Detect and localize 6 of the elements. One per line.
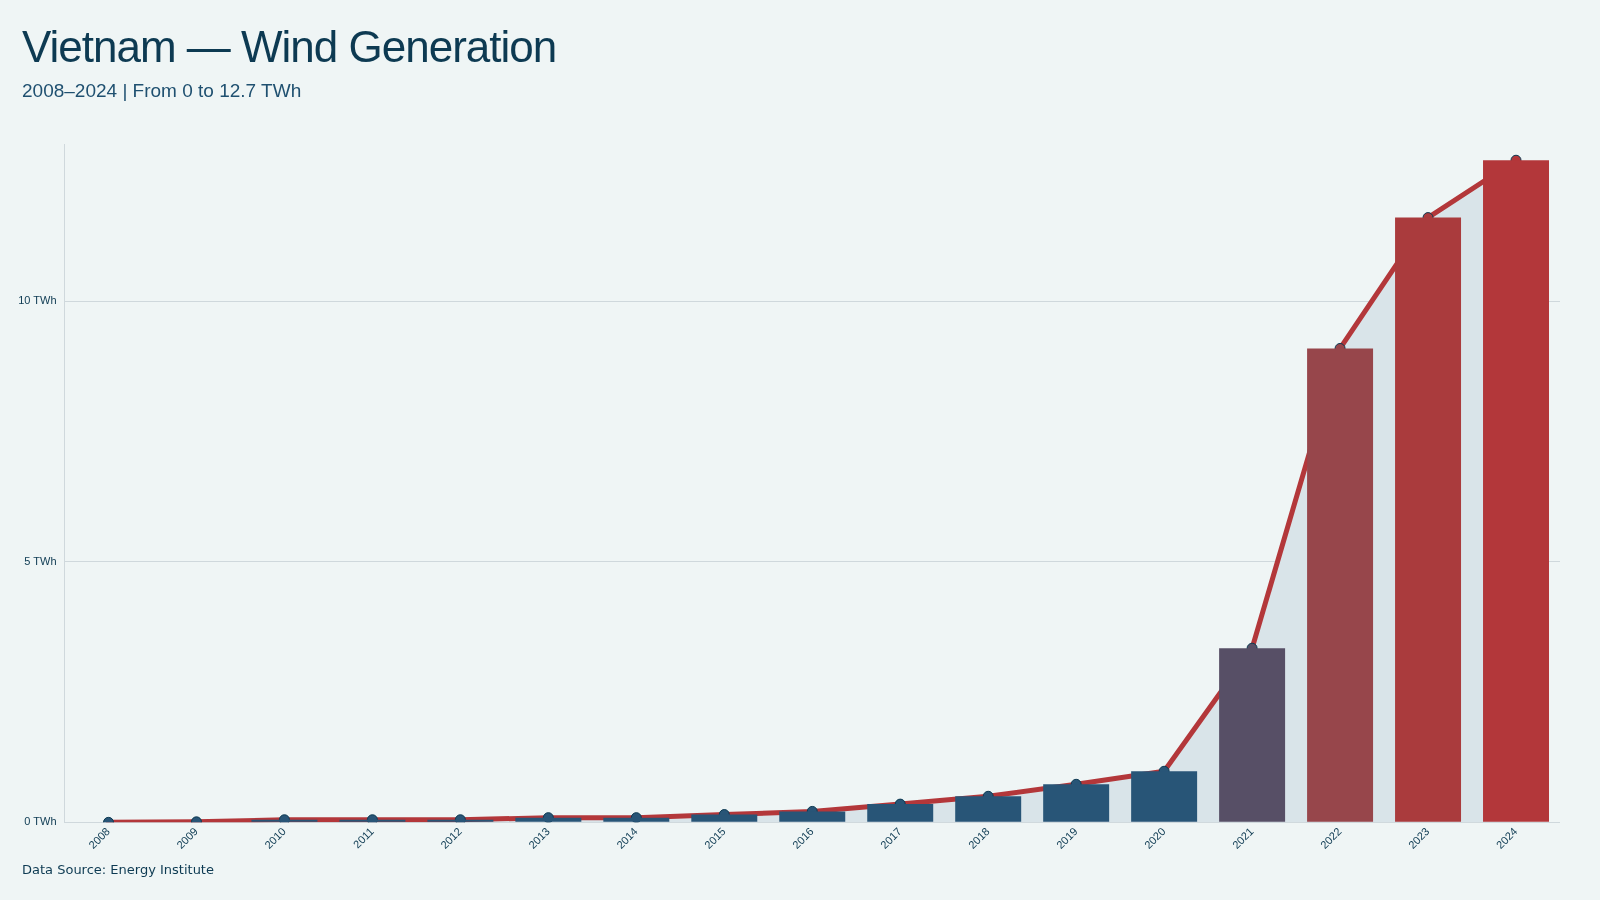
y-tick-label: 5 TWh bbox=[24, 554, 57, 567]
chart-title: Vietnam — Wind Generation bbox=[22, 22, 557, 72]
source-note: Data Source: Energy Institute bbox=[22, 862, 214, 877]
y-tick-label: 10 TWh bbox=[18, 294, 57, 307]
chart-subtitle: 2008–2024 | From 0 to 12.7 TWh bbox=[22, 80, 302, 102]
y-tick-label: 0 TWh bbox=[24, 815, 57, 828]
